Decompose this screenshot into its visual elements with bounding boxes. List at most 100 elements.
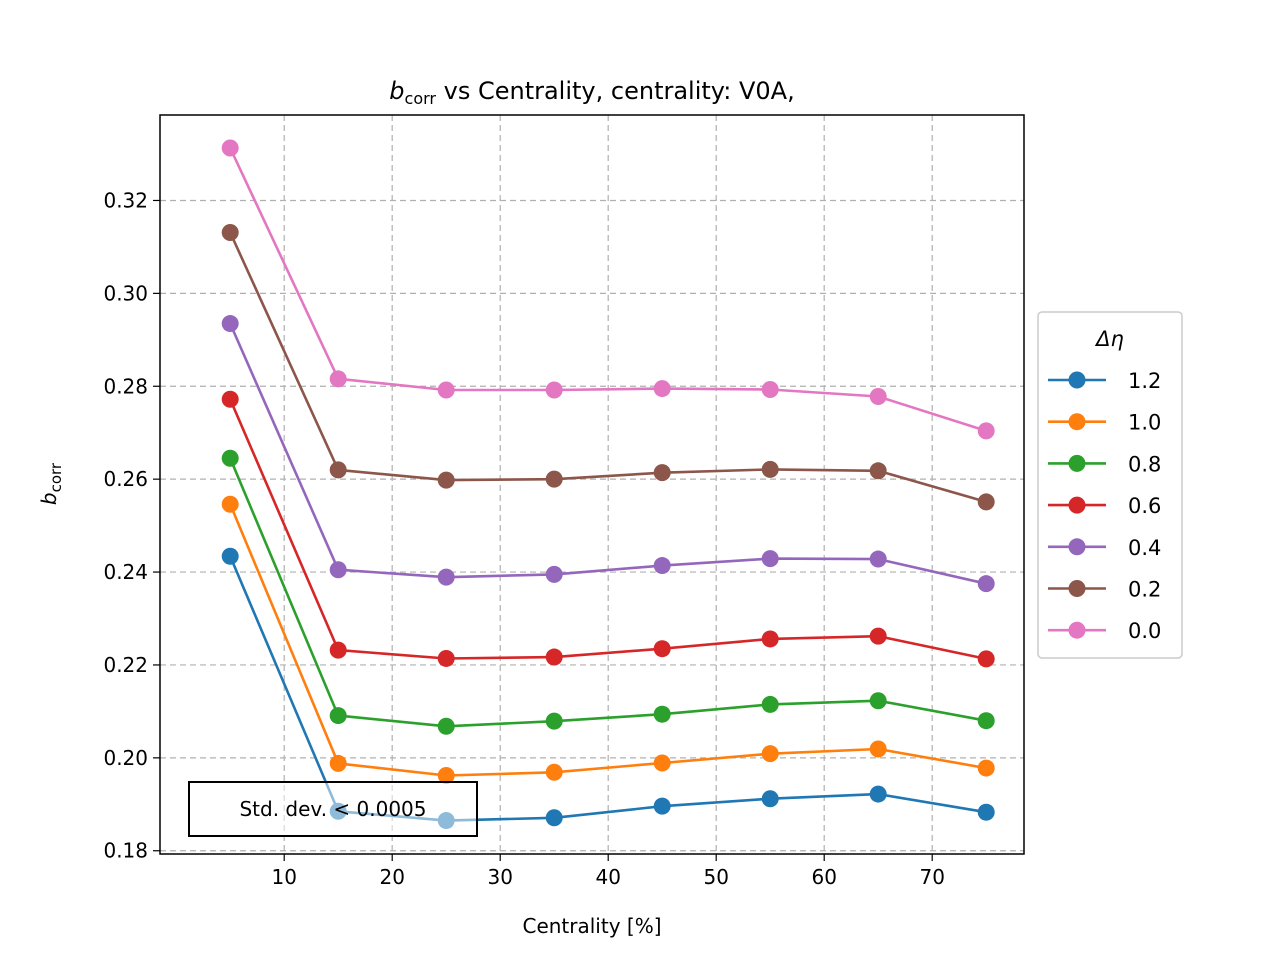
data-point [545, 809, 563, 827]
y-axis-label: bcorr [37, 462, 65, 505]
data-point [437, 381, 455, 399]
data-point [545, 763, 563, 781]
legend-label: 0.8 [1128, 452, 1161, 476]
series-line [229, 231, 987, 504]
data-point [437, 649, 455, 667]
data-point [221, 390, 239, 408]
series-line [229, 398, 987, 661]
legend-title: Δη [1094, 327, 1124, 351]
data-point [977, 422, 995, 440]
data-point [977, 575, 995, 593]
data-point [329, 754, 347, 772]
legend-frame [1037, 311, 1183, 659]
data-point [977, 493, 995, 511]
data-point [329, 461, 347, 479]
data-point [977, 759, 995, 777]
data-point [221, 495, 239, 513]
series-line [228, 503, 987, 777]
axis-ticks: 10 20 30 40 50 60 70 0.18 0.20 0.22 0.24 0.26 0.28 0.… [103, 188, 944, 889]
y-tick-label: 0.30 [103, 281, 148, 305]
series-line [229, 457, 987, 728]
series-line [229, 147, 987, 433]
series-line [229, 323, 987, 585]
data-point [869, 462, 887, 480]
data-point [545, 565, 563, 583]
data-point [761, 630, 779, 648]
x-tick-label: 50 [703, 865, 728, 889]
legend-label: 0.4 [1128, 536, 1161, 560]
data-point [977, 803, 995, 821]
y-tick-label: 0.22 [103, 653, 148, 677]
data-point [761, 790, 779, 808]
data-point [869, 740, 887, 758]
y-tick-label: 0.24 [103, 560, 148, 584]
legend-item: 0.6 [1048, 494, 1161, 518]
data-point [761, 550, 779, 568]
data-point [437, 717, 455, 735]
y-tick-label: 0.18 [103, 839, 148, 863]
legend-item: 1.0 [1048, 411, 1161, 435]
data-point [545, 648, 563, 666]
data-point [869, 785, 887, 803]
x-tick-label: 60 [811, 865, 836, 889]
legend-label: 1.2 [1128, 369, 1161, 393]
data-point [545, 381, 563, 399]
chart-title: bcorr vs Centrality, centrality: V0A, [389, 77, 794, 108]
data-point [329, 370, 347, 388]
data-point [869, 550, 887, 568]
legend-item: 0.2 [1048, 578, 1161, 602]
data-point [329, 707, 347, 725]
data-point [221, 547, 239, 565]
legend-marker [1068, 371, 1086, 389]
legend-marker [1068, 454, 1086, 472]
data-point [437, 568, 455, 586]
data-point [761, 695, 779, 713]
x-tick-label: 10 [271, 865, 296, 889]
series-0-6 [221, 390, 995, 668]
data-point [653, 754, 671, 772]
data-point [653, 705, 671, 723]
data-point [653, 557, 671, 575]
legend-marker [1068, 496, 1086, 514]
data-point [437, 767, 455, 785]
data-point [653, 380, 671, 398]
y-tick-label: 0.26 [103, 467, 148, 491]
series-1-0 [221, 495, 995, 785]
legend-marker [1068, 580, 1086, 597]
series-group [221, 139, 995, 830]
data-point [545, 712, 563, 730]
data-point [761, 745, 779, 763]
series-0-8 [221, 449, 995, 735]
data-point [221, 315, 239, 333]
series-0-2 [221, 224, 995, 511]
annotation-box: Std. dev. < 0.0005 [188, 781, 478, 837]
legend-marker [1068, 621, 1086, 639]
data-point [761, 381, 779, 399]
data-point [329, 561, 347, 579]
legend-label: 1.0 [1128, 411, 1161, 435]
legend-item: 0.0 [1048, 619, 1161, 643]
data-point [437, 471, 455, 489]
x-tick-label: 20 [379, 865, 404, 889]
data-point [869, 627, 887, 645]
data-point [653, 640, 671, 658]
data-point [977, 712, 995, 730]
y-tick-label: 0.20 [103, 746, 148, 770]
legend-item: 1.2 [1048, 369, 1161, 393]
x-tick-label: 30 [487, 865, 512, 889]
data-point [221, 449, 239, 467]
series-0-0 [221, 139, 995, 440]
legend-label: 0.0 [1128, 619, 1161, 643]
series-0-4 [221, 315, 995, 593]
data-point [653, 464, 671, 482]
data-point [329, 641, 347, 659]
legend-marker [1068, 538, 1086, 556]
legend: Δη 1.2 1.0 0.8 0.6 0.4 0.2 0.0 [1037, 311, 1183, 659]
x-axis-label: Centrality [%] [522, 914, 661, 938]
y-tick-label: 0.28 [103, 374, 148, 398]
legend-item: 0.8 [1048, 452, 1161, 476]
legend-item: 0.4 [1048, 536, 1161, 560]
annotation-text: Std. dev. < 0.0005 [239, 797, 426, 821]
data-point [869, 387, 887, 405]
